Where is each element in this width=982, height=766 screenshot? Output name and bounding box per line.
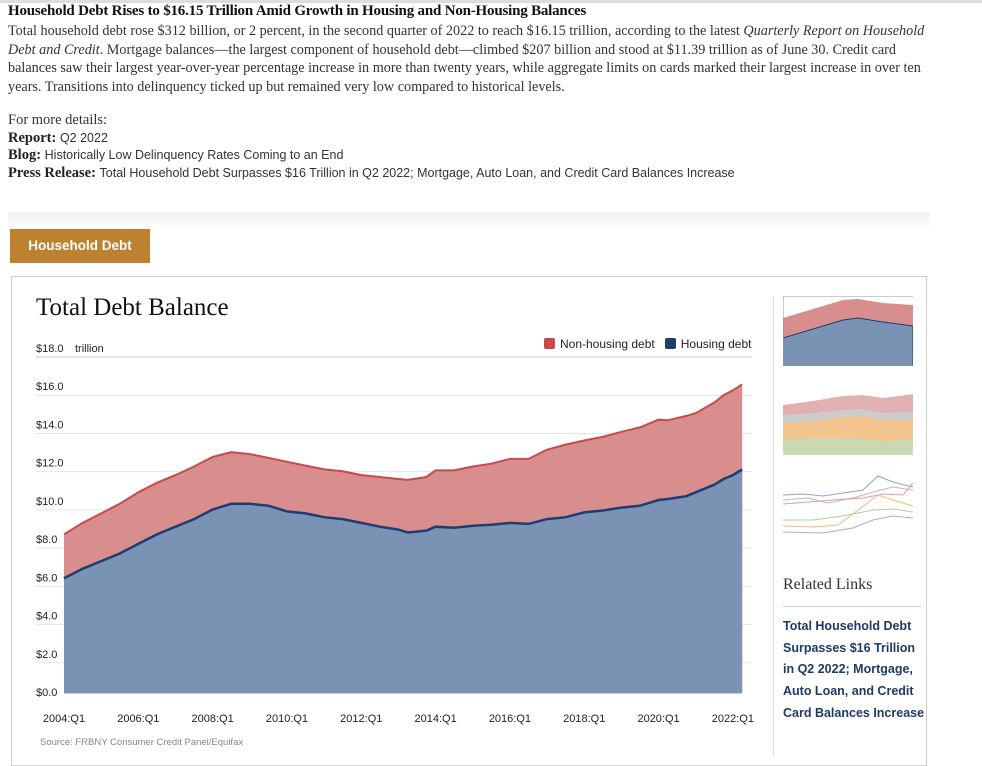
y-tick-label: $4.0 [36,611,57,623]
chart-title: Total Debt Balance [36,294,229,321]
x-tick-label: 2006:Q1 [117,713,159,725]
sidebar-divider [773,296,774,756]
x-tick-label: 2020:Q1 [637,713,679,725]
x-tick-label: 2018:Q1 [563,713,605,725]
x-tick-label: 2012:Q1 [340,713,382,725]
blog-label: Blog: [8,147,42,163]
article-intro: Total household debt rose $312 billion, … [8,22,938,96]
tab-household-debt[interactable]: Household Debt [10,229,150,263]
chart-legend: Non-housing debt Housing debt [544,337,751,351]
legend-swatch [664,338,676,349]
y-tick-label: $0.0 [36,687,57,699]
stacked-area-thumbnail[interactable] [783,296,913,366]
top-border [0,0,982,3]
x-tick-label: 2016:Q1 [489,713,531,725]
report-name: Quarterly Report on Household Debt and C… [8,23,925,58]
x-tick-label: 2004:Q1 [43,713,85,725]
y-tick-label: $16.0 [36,381,64,393]
report-label: Report: [8,129,57,146]
y-tick-label: $2.0 [36,649,57,661]
report-link[interactable]: Q2 2022 [59,130,108,145]
press-label: Press Release: [8,164,96,181]
housing-line [63,468,743,580]
legend-label: Non-housing debt [560,337,655,351]
x-tick-label: 2008:Q1 [192,713,234,725]
intro-text: Total household debt rose $312 billion, … [8,23,744,39]
related-link[interactable]: Total Household Debt Surpasses $16 Trill… [783,619,925,720]
x-tick-label: 2014:Q1 [414,713,456,725]
y-tick-label: $6.0 [36,572,57,584]
intro-text-cont: . Mortgage balances—the largest componen… [8,41,921,95]
y-tick-label: $18.0 [36,343,64,355]
multi-stacked-area-thumbnail[interactable] [783,385,913,455]
multi-line-thumbnail[interactable] [783,470,913,540]
non-housing-line [63,383,743,536]
legend-item-housing[interactable]: Housing debt [664,337,752,351]
y-tick-label: $8.0 [36,534,57,546]
section-divider [8,212,930,228]
related-divider [783,606,921,607]
article-title: Household Debt Rises to $16.15 Trillion … [8,3,587,19]
housing-area [64,469,743,693]
related-links-title: Related Links [783,576,873,593]
y-tick-label: $10.0 [36,496,64,508]
details-block: For more details: Report: Q2 2022 Blog: … [8,112,735,182]
press-release-link[interactable]: Total Household Debt Surpasses $16 Trill… [99,165,735,180]
details-label: For more details: [8,112,108,128]
total-debt-chart: $0.0 $2.0 $4.0 $6.0 $8.0 $10.0 $12.0 $14.0 $16.0… [36,343,754,725]
x-tick-label: 2010:Q1 [266,713,308,725]
y-tick-label: $14.0 [36,419,64,431]
legend-item-non-housing[interactable]: Non-housing debt [544,337,655,351]
legend-swatch [544,338,555,349]
y-tick-label: $12.0 [36,458,64,470]
y-unit-label: trillion [75,343,104,355]
blog-link[interactable]: Historically Low Delinquency Rates Comin… [44,148,344,162]
chart-source: Source: FRBNY Consumer Credit Panel/Equi… [40,737,244,748]
x-tick-label: 2022:Q1 [712,713,754,725]
legend-label: Housing debt [680,337,752,351]
